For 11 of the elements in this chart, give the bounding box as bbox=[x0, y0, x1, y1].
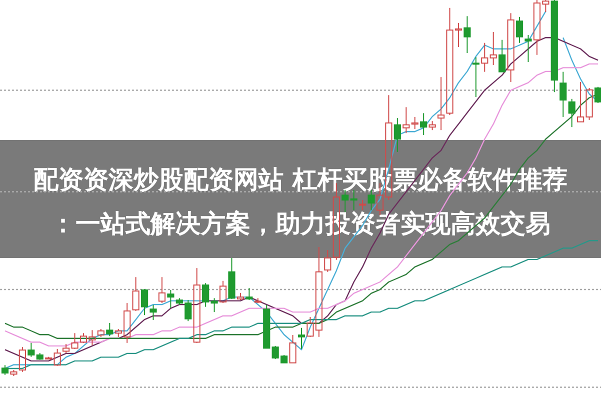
candlestick bbox=[437, 76, 445, 131]
candlestick bbox=[481, 42, 488, 72]
candlestick bbox=[490, 31, 497, 66]
candlestick bbox=[472, 56, 480, 98]
candlestick bbox=[507, 12, 514, 82]
candlestick bbox=[560, 71, 567, 118]
candlestick bbox=[464, 16, 471, 54]
candlestick bbox=[420, 112, 428, 136]
candlestick bbox=[394, 118, 401, 152]
candlestick bbox=[411, 116, 418, 130]
candlestick bbox=[298, 327, 306, 350]
